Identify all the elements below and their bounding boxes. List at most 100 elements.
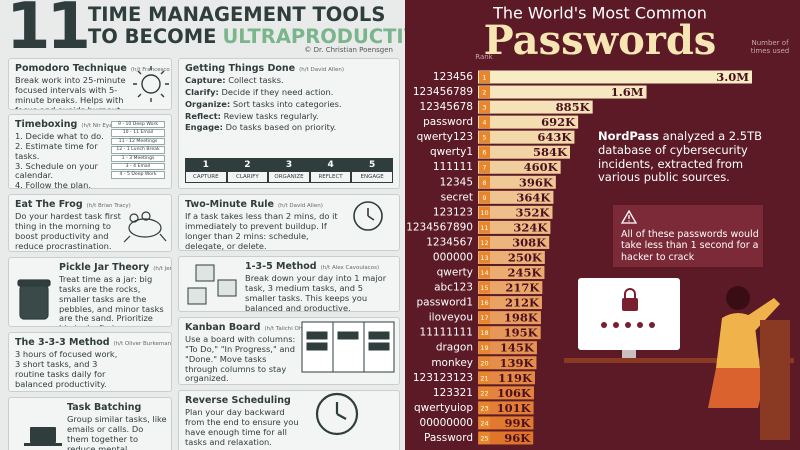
rank-label: 7 [482,164,486,172]
stage-number: 5 [352,158,392,172]
category-label: qwerty1 [430,146,473,158]
bar [478,145,570,159]
gtd-item: Organize: Sort tasks into categories. [185,98,395,110]
illustration [564,278,794,440]
value-label: 245K [507,266,542,280]
card-body: Pickle Jar Theory(h/t Jeremy Wright)Trea… [59,262,171,326]
rank-box [479,116,490,129]
category-label: 123123123 [413,372,473,384]
card-credit: (h/t Oliver Burkeman) [113,341,172,347]
card-title: Two-Minute Rule (h/t David Allen) [185,199,345,210]
gtd-item: Capture: Collect tasks. [185,75,395,86]
bar [478,401,534,415]
rank-box [479,161,490,174]
rank-label: 9 [482,194,486,202]
card-title-text: Pomodoro Technique [15,63,127,74]
rank-label: 13 [480,254,488,262]
value-label: 885K [556,100,591,114]
person-hair [726,286,750,310]
card-title: Task Batching [67,402,167,413]
category-label: abc123 [434,282,473,294]
bar [478,220,551,234]
card-credit: (h/t David Allen) [278,203,323,209]
bar [478,85,647,99]
rank-label: 25 [480,434,488,442]
rank-label: 17 [480,314,488,322]
value-label: 324K [513,220,548,234]
bar [478,341,537,355]
gtd-item: Clarify: Decide if they need action. [185,86,395,98]
rank-label: 23 [480,404,488,412]
rank-box [479,146,490,159]
annotation: NordPass analyzed a 2.5TB database of cy… [598,129,778,185]
card-body: Task Batching Group similar tasks, like e… [67,402,167,450]
rank-label: 11 [480,224,488,232]
rank-box [479,401,490,414]
card-credit: (h/t Nir Eyal) [81,123,117,129]
rank-label: 2 [482,89,486,97]
category-label: 12345 [440,176,473,188]
value-label: 145K [500,341,535,355]
category-label: 123456789 [413,86,473,98]
person-body [716,313,760,368]
gtd-text: Sort tasks into categories. [232,98,342,109]
stage-number: 4 [310,158,351,172]
rank-label: 8 [482,179,486,187]
lock-shackle [624,288,636,298]
annotation-brand: NordPass [598,129,659,143]
gtd-item: Reflect: Review tasks regularly. [185,110,395,122]
gtd-text: Review tasks regularly. [223,110,319,121]
stage: 2 CLARIFY [226,157,269,183]
schedule-slot: 12 - 1 Lunch Break [111,146,165,154]
gtd-term: Capture: [185,75,226,86]
rank-label: 12 [480,239,488,247]
rank-label: 6 [482,149,486,157]
card-credit: (h/t Brian Tracy) [86,203,131,209]
bar [478,250,545,264]
tool-card: 1-3-5 Method (h/t Alex Cavoulacos) Break d… [178,256,400,312]
category-label: 1234567 [426,236,473,248]
bar [478,205,553,219]
card-body: Two-Minute Rule (h/t David Allen) If a tas… [185,199,345,250]
card-title: Pickle Jar Theory(h/t Jeremy Wright) [59,262,171,273]
tool-card: Timeboxing (h/t Nir Eyal) 1. Decide what t… [8,114,172,189]
gtd-text: Decide if they need action. [221,86,334,97]
rank-box [479,371,490,384]
rank-box [479,101,490,114]
schedule-slot: 4 - 5 Deep Work [111,171,165,179]
category-label: 000000 [433,251,473,263]
card-text: Do your hardest task first thing in the … [15,211,121,251]
rank-box [479,266,490,279]
category-label: monkey [431,357,473,369]
tool-card: Eat The Frog (h/t Brian Tracy) Do your har… [8,194,172,252]
bar [478,190,554,204]
rank-label: 22 [480,389,488,397]
bar [478,296,542,310]
card-body: Reverse Scheduling Plan your day backward… [185,395,303,447]
chart-subtitle: Passwords [484,17,717,64]
bar [478,386,534,400]
big-number: 11 [6,0,91,64]
step: 1. Decide what to do. [15,131,104,142]
card-text: 3 hours of focused work, 3 short tasks, … [15,349,118,389]
gtd-term: Organize: [185,98,231,109]
chart-title: The World's Most Common [492,4,707,23]
category-label: 123321 [433,387,473,399]
rank-box [479,191,490,204]
bar [478,371,535,385]
category-label: 111111 [433,161,473,173]
card-title: Timeboxing (h/t Nir Eyal) [15,119,117,130]
value-label: 217K [505,281,540,295]
card-title: Kanban Board (h/t Taiichi Ohno) [185,322,311,333]
stage: 4 REFLECT [309,157,352,183]
card-title-text: Timeboxing [15,119,78,130]
card-credit: (h/t Taiichi Ohno) [264,326,312,332]
card-title-text: Getting Things Done [185,63,296,74]
rank-box [479,236,490,249]
rank-box [479,206,490,219]
rank-label: 4 [482,119,486,127]
card-title: Eat The Frog (h/t Brian Tracy) [15,199,131,210]
schedule-slot: 11 - 12 Meetings [111,137,165,146]
rank-box [479,326,490,339]
